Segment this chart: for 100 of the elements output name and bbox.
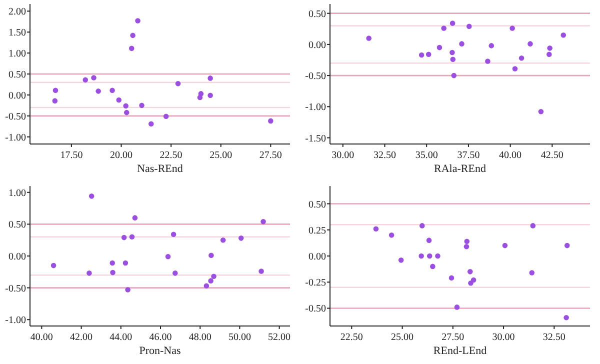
point <box>529 270 535 276</box>
point <box>50 262 56 268</box>
point <box>110 260 116 266</box>
x-tick-label: 32.50 <box>373 150 396 161</box>
y-tick-label: 1.50 <box>8 28 26 39</box>
point <box>110 270 116 276</box>
point <box>82 77 88 83</box>
y-tick-label: 0.00 <box>308 40 326 51</box>
x-tick-label: 46.00 <box>149 332 172 343</box>
point <box>366 36 372 41</box>
point <box>198 91 204 96</box>
point <box>560 32 566 38</box>
point <box>435 253 440 259</box>
point <box>211 274 216 280</box>
point <box>538 109 544 114</box>
point <box>488 43 494 48</box>
point <box>268 118 274 124</box>
point <box>464 238 470 244</box>
point <box>426 238 432 243</box>
point <box>464 244 470 250</box>
point <box>441 26 446 31</box>
point <box>430 264 436 270</box>
point <box>470 277 476 283</box>
y-tick-label: -1.00 <box>305 102 326 114</box>
point <box>110 88 115 93</box>
point <box>128 46 134 52</box>
point <box>564 315 569 320</box>
point <box>163 114 169 119</box>
point <box>208 76 213 81</box>
x-axis-title: RAla-REnd <box>434 163 486 175</box>
point <box>52 98 58 104</box>
x-tick-label: 30.00 <box>492 332 515 343</box>
x-axis-title: REnd-LEnd <box>433 345 488 357</box>
x-tick-label: 48.00 <box>188 332 212 343</box>
y-tick-label: -1.50 <box>305 133 326 144</box>
x-tick-label: 25.00 <box>391 332 414 343</box>
point <box>418 52 424 58</box>
point <box>510 26 515 31</box>
point <box>450 20 456 26</box>
y-tick-label: 0.25 <box>308 225 326 236</box>
x-tick-label: 35.00 <box>415 150 438 161</box>
x-tick-label: 27.50 <box>442 332 464 343</box>
point <box>208 92 213 98</box>
point <box>122 260 128 266</box>
point <box>451 72 457 78</box>
x-axis-title: Pron-Nas <box>139 345 181 357</box>
x-tick-label: 20.00 <box>110 150 132 161</box>
point <box>220 237 226 243</box>
point <box>450 50 455 56</box>
y-tick-label: 0.50 <box>308 199 326 210</box>
point <box>88 194 94 199</box>
point <box>165 254 171 260</box>
y-tick-label: 0.50 <box>8 220 26 231</box>
point <box>530 223 536 228</box>
point <box>426 253 432 259</box>
point <box>116 97 122 103</box>
x-tick-label: 40.00 <box>30 332 53 343</box>
y-tick-label: -0.25 <box>305 278 326 289</box>
point <box>139 102 144 108</box>
y-tick-label: 1.00 <box>8 188 26 199</box>
x-tick-label: 22.50 <box>160 150 182 161</box>
point <box>130 32 136 38</box>
y-tick-label: -0.50 <box>5 111 26 122</box>
y-tick-label: 1.00 <box>8 48 26 60</box>
y-tick-label: 2.00 <box>8 6 26 18</box>
x-tick-label: 27.50 <box>259 150 282 161</box>
point <box>148 121 154 127</box>
point <box>448 275 454 281</box>
point <box>436 44 442 50</box>
point <box>547 46 552 51</box>
point <box>502 242 508 248</box>
x-axis-title: Nas-REnd <box>137 163 184 175</box>
x-tick-label: 32.50 <box>542 332 566 343</box>
x-tick-label: 22.50 <box>340 332 363 343</box>
point <box>528 41 533 46</box>
point <box>258 268 264 274</box>
point <box>485 58 490 64</box>
point <box>124 110 130 116</box>
x-tick-label: 52.00 <box>268 332 291 343</box>
point <box>512 66 518 72</box>
point <box>418 253 424 259</box>
point <box>52 88 58 93</box>
point <box>129 234 135 240</box>
point <box>238 236 244 241</box>
point <box>96 88 101 94</box>
point <box>175 81 181 86</box>
y-tick-label: 0.50 <box>308 8 326 20</box>
point <box>468 280 474 286</box>
point <box>121 234 127 240</box>
y-tick-label: -1.00 <box>5 315 26 326</box>
point <box>373 226 379 232</box>
point <box>208 252 214 258</box>
point <box>132 215 138 220</box>
point <box>459 41 464 46</box>
point <box>388 232 394 238</box>
point <box>546 52 552 58</box>
y-tick-label: 0.00 <box>8 252 26 262</box>
point <box>564 242 570 248</box>
point <box>204 283 210 289</box>
point <box>260 218 266 224</box>
